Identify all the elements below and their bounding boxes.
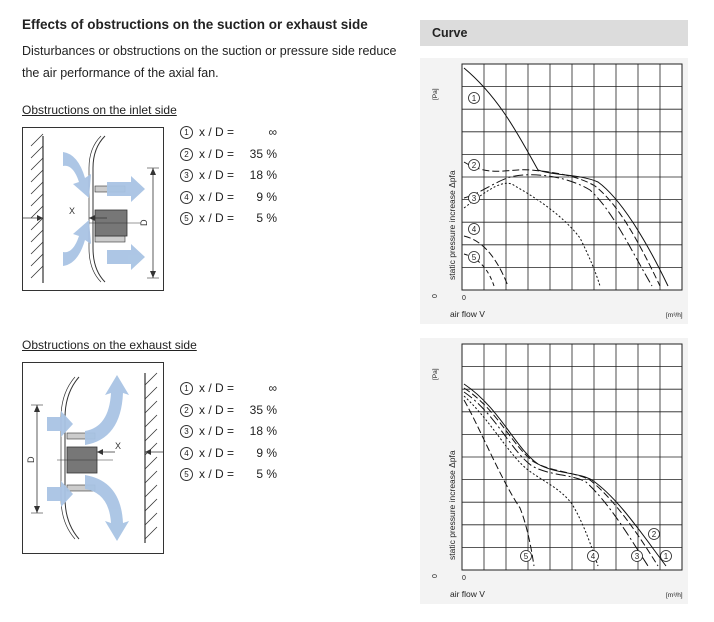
legend-row: 2 x / D = 35 % <box>180 144 277 166</box>
legend-row: 4 x / D = 9 % <box>180 443 277 465</box>
legend-value: 35 % <box>249 402 277 417</box>
y-unit-label: [Pa] <box>432 88 439 100</box>
marker-circle: 3 <box>180 169 193 183</box>
curve-marker: 1 <box>664 552 669 561</box>
curve-marker: 3 <box>472 194 477 203</box>
exhaust-legend: 1 x / D = ∞ 2 x / D = 35 % 3 x / D = 18 % 4 x /… <box>180 378 277 486</box>
legend-row: 2 x / D = 35 % <box>180 400 277 422</box>
x-axis-label: air flow V <box>450 309 485 319</box>
curve-marker: 3 <box>635 552 640 561</box>
exhaust-diagram-svg: X D <box>26 372 163 543</box>
legend-label: x / D = <box>199 125 235 139</box>
legend-value: 35 % <box>249 146 277 161</box>
marker-circle: 5 <box>180 468 193 482</box>
marker-circle: 1 <box>180 382 193 396</box>
legend-value: 18 % <box>249 424 277 438</box>
legend-label: x / D = <box>199 467 235 481</box>
page-description: Disturbances or obstructions on the suct… <box>22 44 397 80</box>
inlet-legend: 1 x / D = ∞ 2 x / D = 35 % 3 x / D = 18 % 4 x /… <box>180 122 277 230</box>
y-unit-label: [Pa] <box>432 368 439 380</box>
curve-marker: 5 <box>524 552 529 561</box>
inlet-section-heading: Obstructions on the inlet side <box>22 103 177 117</box>
legend-label: x / D = <box>199 445 235 460</box>
legend-row: 3 x / D = 18 % <box>180 421 277 443</box>
marker-circle: 1 <box>180 126 193 140</box>
y-axis-label: static pressure increase Δpfa <box>447 450 457 560</box>
origin-x-label: 0 <box>462 295 466 302</box>
curve-marker: 1 <box>472 94 477 103</box>
curve-marker: 5 <box>472 253 477 262</box>
exhaust-d-label: D <box>26 456 36 463</box>
legend-row: 4 x / D = 9 % <box>180 187 277 209</box>
inlet-curve-svg: 1 2 3 4 5 0 0 static pressure increase Δ… <box>432 63 683 319</box>
exhaust-curve-chart: 1 2 3 4 5 0 0 static pressure increase Δ… <box>420 338 688 604</box>
marker-circle: 4 <box>180 190 193 204</box>
legend-label: x / D = <box>199 402 235 417</box>
legend-label: x / D = <box>199 168 235 182</box>
legend-value: ∞ <box>268 381 277 395</box>
legend-value: 9 % <box>256 189 277 204</box>
legend-value: 5 % <box>256 467 277 481</box>
x-unit-label: [m³/h] <box>666 592 683 599</box>
y-axis-label: static pressure increase Δpfa <box>447 170 457 280</box>
origin-y-label: 0 <box>432 294 439 298</box>
legend-label: x / D = <box>199 146 235 161</box>
legend-label: x / D = <box>199 381 235 395</box>
curve-marker: 2 <box>652 530 657 539</box>
curve-header: Curve <box>420 20 688 46</box>
exhaust-diagram: X D <box>22 362 164 554</box>
marker-circle: 2 <box>180 147 193 161</box>
exhaust-x-label: X <box>115 441 121 451</box>
legend-label: x / D = <box>199 211 235 225</box>
inlet-diagram: X D <box>22 127 164 291</box>
curve-marker: 4 <box>472 225 477 234</box>
inlet-d-label: D <box>139 219 149 226</box>
inlet-x-label: X <box>69 206 75 216</box>
x-unit-label: [m³/h] <box>666 312 683 319</box>
inlet-diagram-svg: X D <box>23 133 159 283</box>
origin-x-label: 0 <box>462 575 466 582</box>
marker-circle: 4 <box>180 446 193 460</box>
page-title: Effects of obstructions on the suction o… <box>22 17 368 32</box>
legend-row: 3 x / D = 18 % <box>180 165 277 187</box>
legend-value: 18 % <box>249 168 277 182</box>
legend-row: 1 x / D = ∞ <box>180 122 277 144</box>
x-axis-label: air flow V <box>450 589 485 599</box>
legend-value: 9 % <box>256 445 277 460</box>
legend-value: ∞ <box>268 125 277 139</box>
curve-marker: 2 <box>472 161 477 170</box>
marker-circle: 5 <box>180 212 193 226</box>
exhaust-curve-svg: 1 2 3 4 5 0 0 static pressure increase Δ… <box>432 343 683 599</box>
exhaust-section-heading: Obstructions on the exhaust side <box>22 338 197 352</box>
curve-marker: 4 <box>591 552 596 561</box>
legend-label: x / D = <box>199 424 235 438</box>
legend-value: 5 % <box>256 211 277 225</box>
origin-y-label: 0 <box>432 574 439 578</box>
legend-row: 1 x / D = ∞ <box>180 378 277 400</box>
legend-row: 5 x / D = 5 % <box>180 208 277 230</box>
marker-circle: 3 <box>180 425 193 439</box>
inlet-curve-chart: 1 2 3 4 5 0 0 static pressure increase Δ… <box>420 58 688 324</box>
legend-label: x / D = <box>199 189 235 204</box>
legend-row: 5 x / D = 5 % <box>180 464 277 486</box>
marker-circle: 2 <box>180 403 193 417</box>
